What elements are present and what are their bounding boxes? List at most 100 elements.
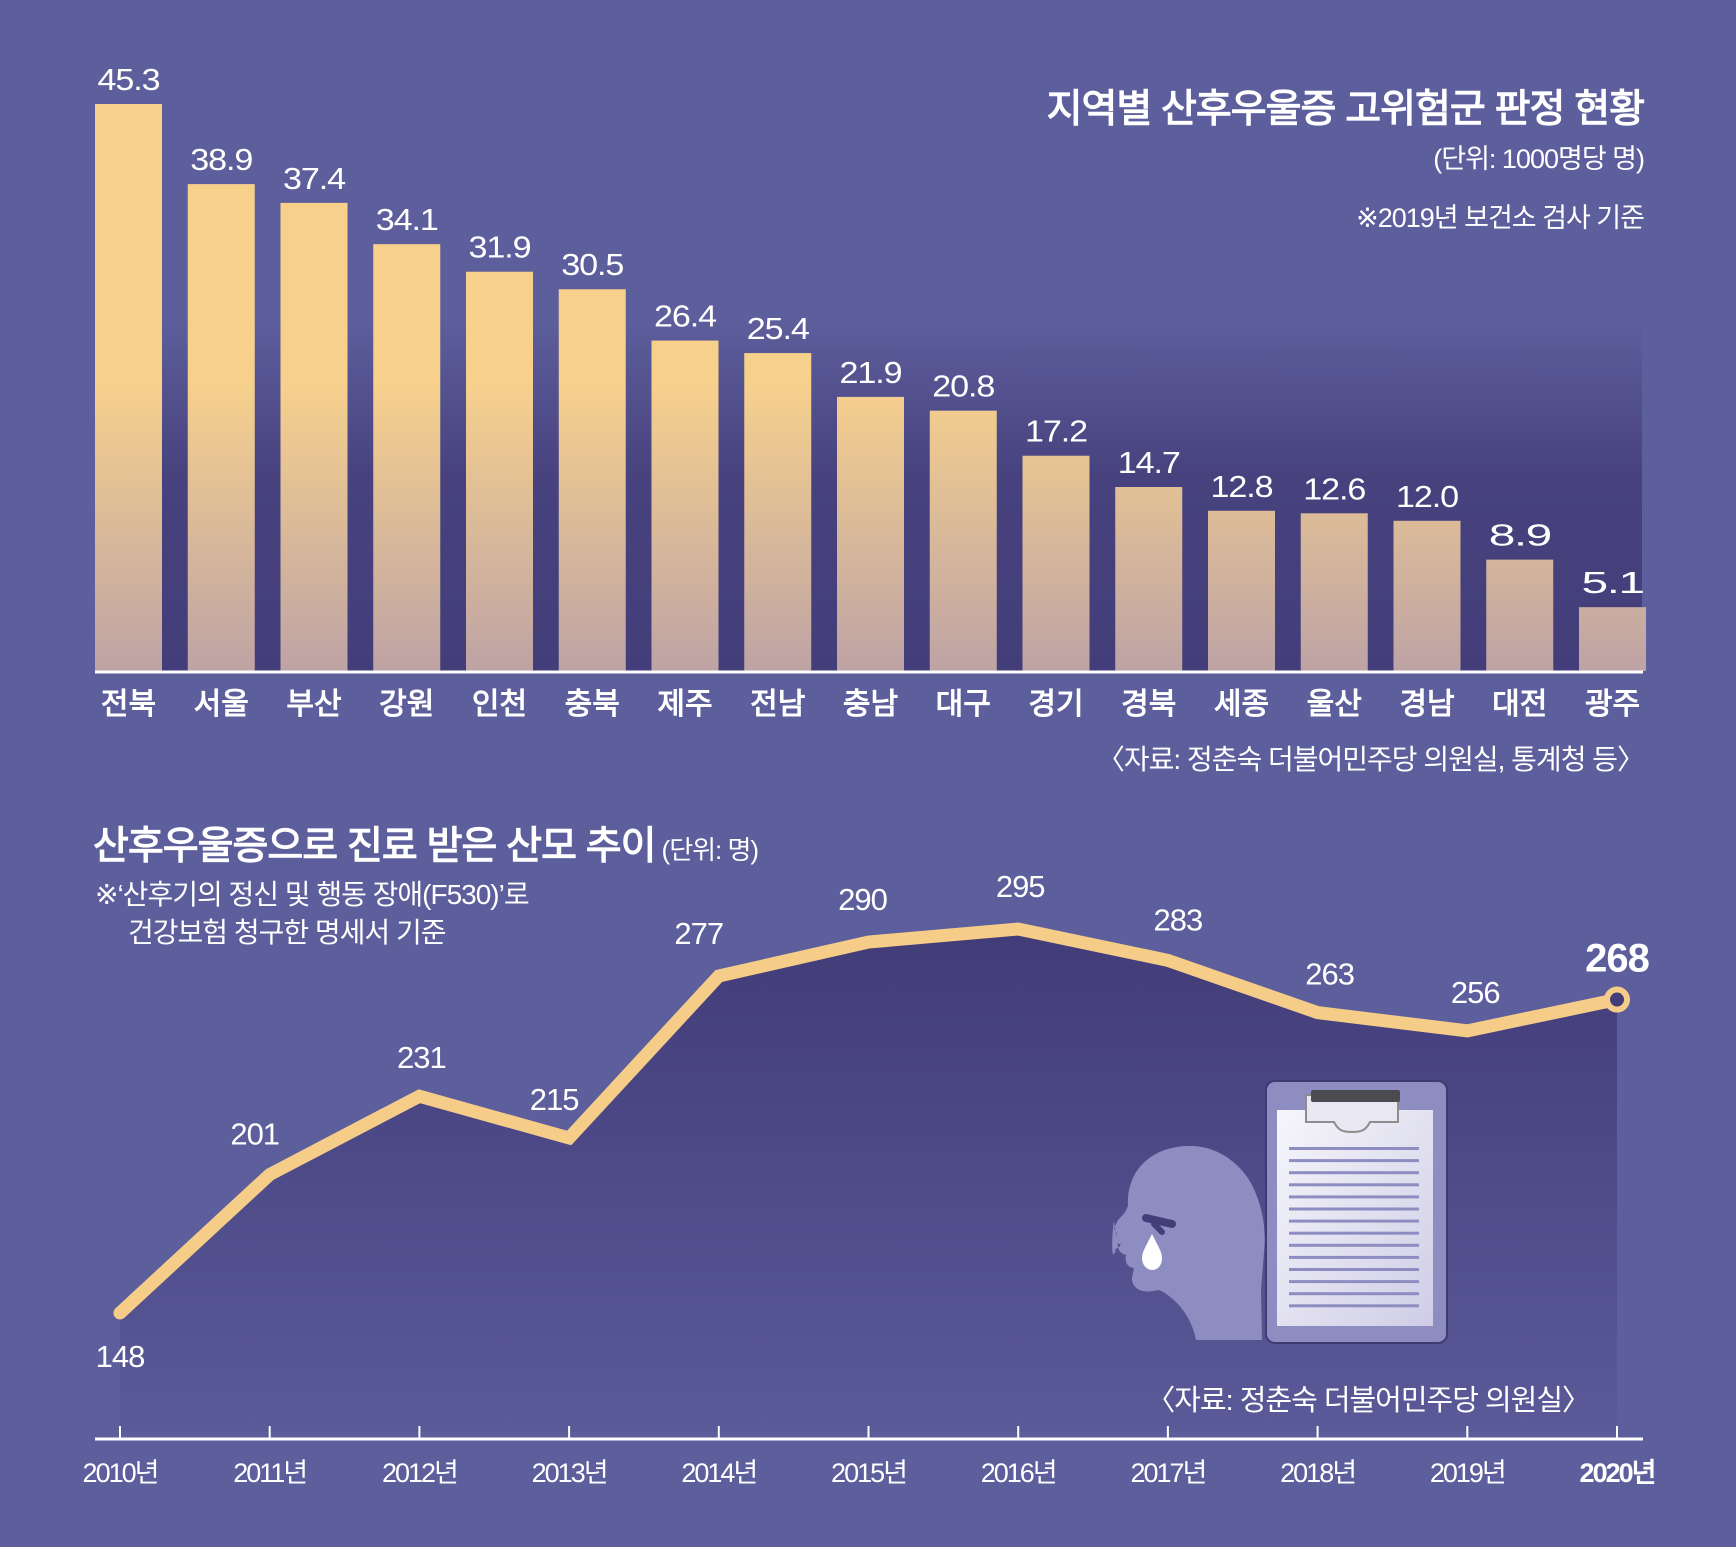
- paper-line: [1289, 1171, 1419, 1175]
- bottom-chart-note: ※‘산후기의 정신 및 행동 장애(F530)’로 건강보험 청구한 명세서 기…: [95, 876, 530, 952]
- paper-line: [1289, 1219, 1419, 1223]
- paper-text-lines: [1289, 1147, 1419, 1308]
- category-label: 경남: [1399, 688, 1455, 721]
- category-label: 울산: [1307, 688, 1363, 721]
- bar: [1300, 513, 1368, 671]
- category-label: 전북: [101, 688, 156, 721]
- category-label: 광주: [1585, 688, 1640, 721]
- paper-line: [1289, 1207, 1419, 1211]
- bar-value-label: 25.4: [747, 311, 810, 346]
- bar: [187, 184, 255, 671]
- bar-value-label: 12.8: [1211, 469, 1273, 504]
- x-tick-label: 2020년: [1580, 1458, 1655, 1488]
- bar: [929, 410, 997, 671]
- line-value-label: 148: [96, 1339, 145, 1374]
- x-tick-label: 2014년: [681, 1458, 756, 1488]
- top-chart-source: 〈자료: 정춘숙 더불어민주당 의원실, 통계청 등〉: [1096, 744, 1645, 775]
- bar-value-label: 17.2: [1025, 414, 1087, 449]
- bar-value-label: 30.5: [561, 247, 623, 282]
- x-tick-label: 2018년: [1280, 1458, 1355, 1488]
- category-label: 서울: [194, 688, 249, 721]
- category-label: 대전: [1492, 688, 1547, 721]
- line-value-label: 290: [838, 882, 887, 917]
- bar: [1022, 455, 1090, 671]
- category-label: 부산: [286, 688, 342, 721]
- closed-eye-icon: [1151, 1221, 1165, 1235]
- series-line: [113, 922, 1624, 1320]
- tear-drop-icon: [1142, 1234, 1162, 1270]
- bottom-chart-source: 〈자료: 정춘숙 더불어민주당 의원실〉: [1146, 1385, 1591, 1417]
- clipboard-clip-top-icon: [1311, 1090, 1400, 1102]
- paper-line: [1289, 1243, 1419, 1247]
- paper-line: [1289, 1280, 1419, 1284]
- paper-line: [1289, 1183, 1419, 1187]
- eyebrow-icon: [1142, 1214, 1176, 1228]
- line-value-label: 201: [230, 1117, 279, 1152]
- crying-person-clipboard-illustration: [1112, 1080, 1448, 1344]
- paper-line: [1289, 1304, 1419, 1308]
- bar: [1115, 487, 1183, 671]
- line-value-label: 283: [1154, 902, 1203, 937]
- category-label: 충북: [565, 688, 620, 721]
- bar-value-label: 20.8: [932, 369, 994, 404]
- bar-value-label: 38.9: [190, 142, 252, 177]
- bar-value-label: 37.4: [283, 161, 346, 196]
- category-label: 대구: [936, 688, 991, 721]
- category-label: 인천: [472, 688, 527, 721]
- line-value-label: 231: [397, 1040, 446, 1075]
- bar-value-label: 45.3: [98, 62, 160, 97]
- top-chart-unit: (단위: 1000명당 명): [1433, 144, 1645, 174]
- paper-line: [1289, 1268, 1419, 1271]
- category-label: 제주: [657, 688, 712, 721]
- clipboard-paper-icon: [1277, 1110, 1433, 1326]
- x-tick-label: 2010년: [83, 1458, 158, 1488]
- bar: [837, 396, 904, 671]
- bar: [1393, 520, 1461, 671]
- line-value-label: 263: [1305, 957, 1354, 992]
- paper-line: [1289, 1292, 1419, 1296]
- bottom-chart-unit: (단위: 명): [661, 835, 760, 865]
- line-value-label: 256: [1451, 975, 1500, 1010]
- x-tick-label: 2012년: [382, 1458, 457, 1488]
- x-tick-label: 2016년: [981, 1458, 1056, 1488]
- bar: [95, 104, 162, 671]
- category-label: 전남: [750, 688, 806, 721]
- paper-line: [1289, 1195, 1419, 1199]
- paper-line: [1289, 1147, 1419, 1150]
- line-value-label: 277: [674, 916, 723, 951]
- bottom-chart-note-line2: 건강보험 청구한 명세서 기준: [128, 917, 446, 948]
- bar: [280, 202, 348, 671]
- bottom-chart-title: 산후우울증으로 진료 받은 산모 추이: [93, 825, 657, 868]
- bar: [651, 340, 719, 671]
- category-label: 세종: [1214, 688, 1269, 721]
- paper-line: [1289, 1255, 1419, 1259]
- bar-value-label: 12.0: [1396, 479, 1459, 514]
- line-value-label: 268: [1585, 937, 1649, 981]
- data-point-2020: [1604, 986, 1630, 1013]
- paper-line: [1289, 1159, 1419, 1163]
- x-tick-label: 2011년: [233, 1458, 306, 1488]
- bar-value-label: 34.1: [376, 202, 438, 237]
- bar-value-label: 8.9: [1489, 518, 1551, 553]
- bar-value-label: 26.4: [654, 299, 717, 334]
- bottom-chart-note-line1: ※‘산후기의 정신 및 행동 장애(F530)’로: [95, 879, 530, 910]
- head-profile-icon: [1115, 1146, 1265, 1340]
- bar: [466, 271, 533, 671]
- line-value-label: 295: [996, 869, 1045, 904]
- bar-value-label: 12.6: [1303, 471, 1365, 506]
- bar-value-label: 5.1: [1582, 565, 1644, 600]
- bottom-chart-heading: 산후우울증으로 진료 받은 산모 추이 (단위: 명): [93, 815, 760, 871]
- bar: [1579, 607, 1646, 671]
- category-label: 경북: [1121, 688, 1176, 721]
- category-label: 경기: [1028, 688, 1083, 721]
- bar-value-label: 21.9: [840, 355, 902, 390]
- top-chart-note: ※2019년 보건소 검사 기준: [1356, 203, 1645, 233]
- x-tick-label: 2015년: [831, 1458, 906, 1488]
- category-label: 강원: [379, 688, 434, 721]
- bar: [558, 289, 626, 671]
- bar: [1208, 510, 1275, 671]
- bar-value-label: 14.7: [1118, 445, 1180, 480]
- line-value-label: 215: [530, 1082, 579, 1117]
